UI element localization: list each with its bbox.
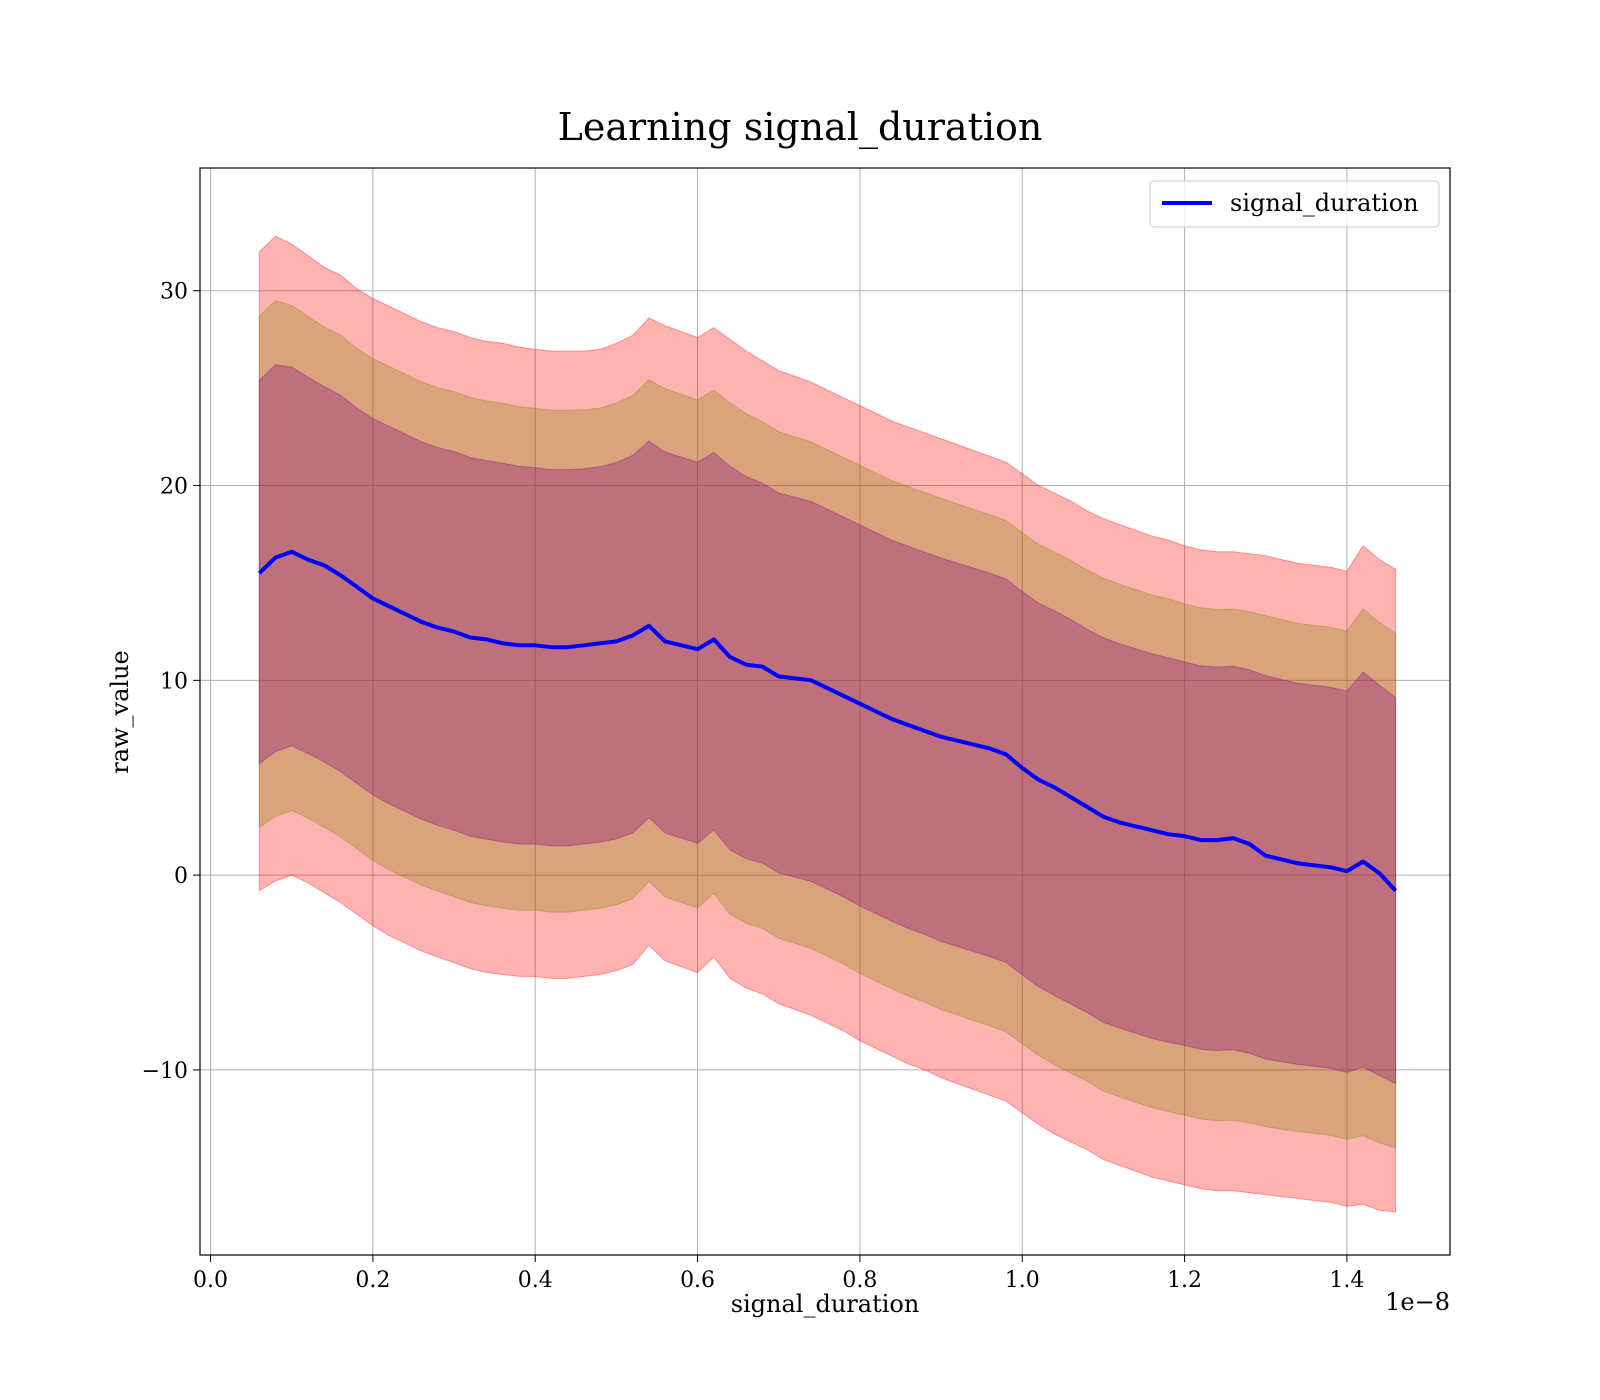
band-layer-2	[258, 299, 1397, 1149]
y-axis-ticks: −10 0 10 20 30	[142, 280, 200, 1084]
series-line-1	[257, 549, 1398, 893]
y-tick-label: 30	[160, 280, 188, 305]
x-tick-label: 1.2	[1167, 1268, 1202, 1293]
confidence-bands	[258, 235, 1397, 1213]
chart-title: Learning signal_duration	[558, 105, 1043, 150]
x-tick-label: 1.0	[1005, 1268, 1040, 1293]
grid-lines	[200, 168, 1450, 1255]
x-tick-label: 0.2	[355, 1268, 390, 1293]
y-tick-label: −10	[142, 1059, 188, 1084]
series-lines	[257, 549, 1398, 893]
y-tick-label: 0	[174, 864, 188, 889]
y-axis-label: raw_value	[106, 650, 134, 774]
plot-frame	[199, 167, 1451, 1256]
band-layer-1	[258, 235, 1397, 1213]
x-tick-label: 1.4	[1329, 1268, 1364, 1293]
legend: signal_duration	[1149, 180, 1440, 228]
x-axis-offset-text: 1e−8	[1385, 1288, 1450, 1316]
x-axis-label: signal_duration	[731, 1290, 920, 1318]
x-axis-ticks: 0.0 0.2 0.4 0.6 0.8 1.0 1.2 1.4	[193, 1255, 1364, 1293]
legend-entry-signal-duration: signal_duration	[1230, 189, 1419, 217]
x-tick-label: 0.0	[193, 1268, 228, 1293]
legend-box	[1149, 180, 1440, 228]
x-tick-label: 0.6	[680, 1268, 715, 1293]
y-tick-label: 20	[160, 475, 188, 500]
band-layer-3	[258, 364, 1397, 1085]
y-tick-label: 10	[160, 669, 188, 694]
x-tick-label: 0.8	[842, 1268, 877, 1293]
x-tick-label: 0.4	[518, 1268, 553, 1293]
